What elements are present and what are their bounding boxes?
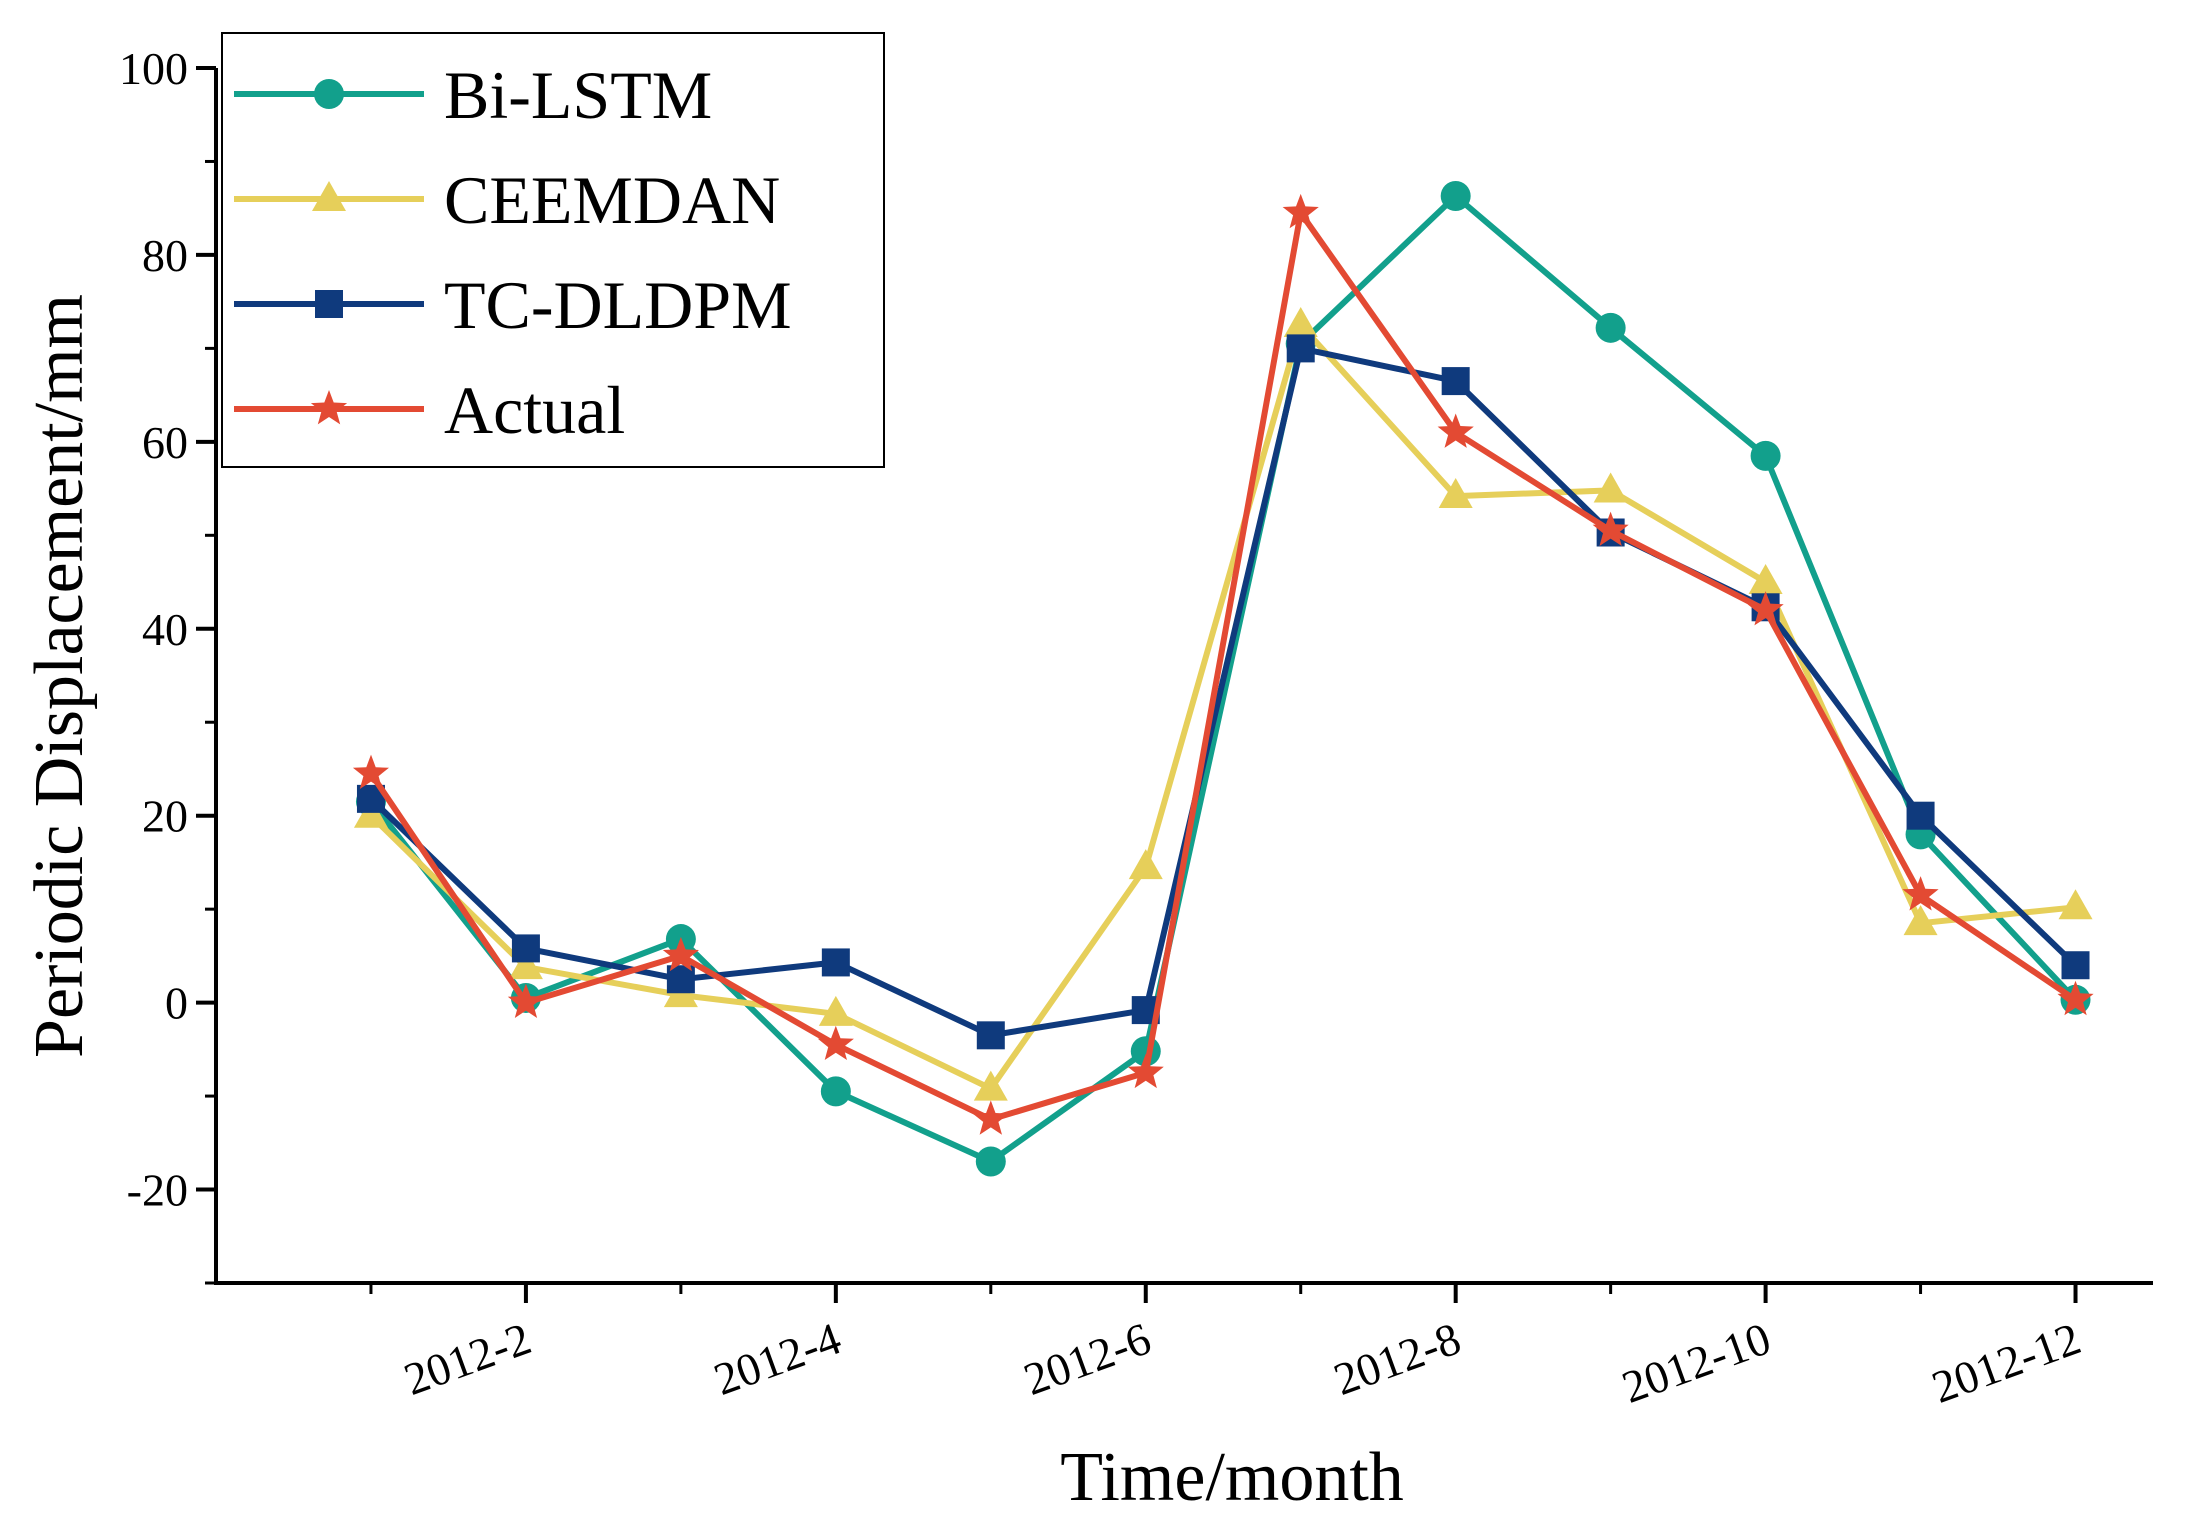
x-axis-title: Time/month xyxy=(1060,1439,1404,1516)
y-tick-label: 20 xyxy=(142,791,188,842)
x-tick-label: 2012-6 xyxy=(1017,1312,1157,1404)
series-tc-dldpm xyxy=(356,334,2090,1050)
x-tick-label: 2012-2 xyxy=(397,1312,537,1404)
legend-label: Actual xyxy=(444,372,625,448)
data-point-ceemdan xyxy=(2058,889,2093,920)
y-tick-label: 0 xyxy=(165,978,188,1029)
series-line-actual xyxy=(368,209,2078,1123)
data-point-bi-lstm xyxy=(1595,312,1626,343)
data-point-bi-lstm xyxy=(975,1146,1006,1177)
legend-label: Bi-LSTM xyxy=(444,57,712,133)
data-point-tc-dldpm xyxy=(1286,334,1315,363)
legend-marker xyxy=(315,290,343,318)
data-point-tc-dldpm xyxy=(1441,367,1470,396)
data-point-tc-dldpm xyxy=(1906,801,1935,830)
series-layer xyxy=(352,181,2094,1177)
legend-label: TC-DLDPM xyxy=(444,267,792,343)
data-point-ceemdan xyxy=(1438,478,1473,509)
data-point-tc-dldpm xyxy=(511,934,540,963)
data-point-actual xyxy=(2057,980,2094,1016)
data-point-actual xyxy=(1592,511,1629,546)
y-tick-label: -20 xyxy=(127,1165,188,1216)
y-tick-label: 80 xyxy=(142,230,188,281)
x-tick-label: 2012-12 xyxy=(1925,1312,2087,1412)
x-tick-label: 2012-8 xyxy=(1327,1312,1467,1404)
legend-marker xyxy=(314,79,344,109)
data-point-actual xyxy=(1437,413,1474,448)
data-point-ceemdan xyxy=(973,1070,1008,1101)
data-point-ceemdan xyxy=(1283,307,1318,338)
data-point-ceemdan xyxy=(1748,564,1783,595)
legend-marker xyxy=(312,181,346,211)
legend-item-ceemdan: CEEMDAN xyxy=(234,162,780,238)
legend-item-actual: Actual xyxy=(234,372,625,448)
data-point-actual xyxy=(507,983,544,1018)
data-point-actual xyxy=(1902,876,1939,911)
data-point-bi-lstm xyxy=(1750,440,1781,471)
series-line-bi-lstm xyxy=(368,193,2078,1165)
series-actual xyxy=(352,193,2094,1135)
data-point-actual xyxy=(1747,591,1784,626)
x-tick-label: 2012-10 xyxy=(1615,1312,1777,1412)
y-axis-title: Periodic Displacement/mm xyxy=(21,294,98,1058)
legend-items: Bi-LSTM CEEMDAN TC-DLDPM Actual xyxy=(234,57,792,448)
data-point-tc-dldpm xyxy=(976,1021,1005,1050)
data-point-actual xyxy=(817,1025,854,1060)
x-tick-label: 2012-4 xyxy=(707,1312,847,1404)
y-tick-label: 40 xyxy=(142,604,188,655)
data-point-ceemdan xyxy=(1128,849,1163,880)
data-point-tc-dldpm xyxy=(2061,951,2090,980)
legend-label: CEEMDAN xyxy=(444,162,780,238)
data-point-ceemdan xyxy=(1593,472,1628,503)
legend-item-tc-dldpm: TC-DLDPM xyxy=(234,267,792,343)
data-point-actual xyxy=(972,1100,1009,1135)
data-point-actual xyxy=(1282,193,1319,229)
legend-item-bi-lstm: Bi-LSTM xyxy=(234,57,712,133)
data-point-actual xyxy=(662,936,699,972)
x-axis-ticks: 2012-2 2012-4 2012-6 2012-8 2012-10 2012-12 xyxy=(369,1283,2087,1413)
data-point-actual xyxy=(1127,1053,1164,1089)
data-point-ceemdan xyxy=(818,995,853,1026)
legend: Bi-LSTM CEEMDAN TC-DLDPM Actual xyxy=(221,32,885,468)
y-tick-label: 60 xyxy=(142,417,188,468)
data-point-actual xyxy=(352,754,389,789)
series-line-tc-dldpm xyxy=(368,345,2078,1039)
y-axis-ticks: -20 0 20 40 60 80 100 xyxy=(119,43,216,1285)
data-point-ceemdan xyxy=(508,949,543,980)
data-point-bi-lstm xyxy=(820,1076,851,1107)
data-point-tc-dldpm xyxy=(821,948,850,977)
legend-marker xyxy=(310,390,348,425)
data-point-bi-lstm xyxy=(1440,181,1471,212)
y-tick-label: 100 xyxy=(119,43,188,94)
data-point-ceemdan xyxy=(1903,905,1938,936)
